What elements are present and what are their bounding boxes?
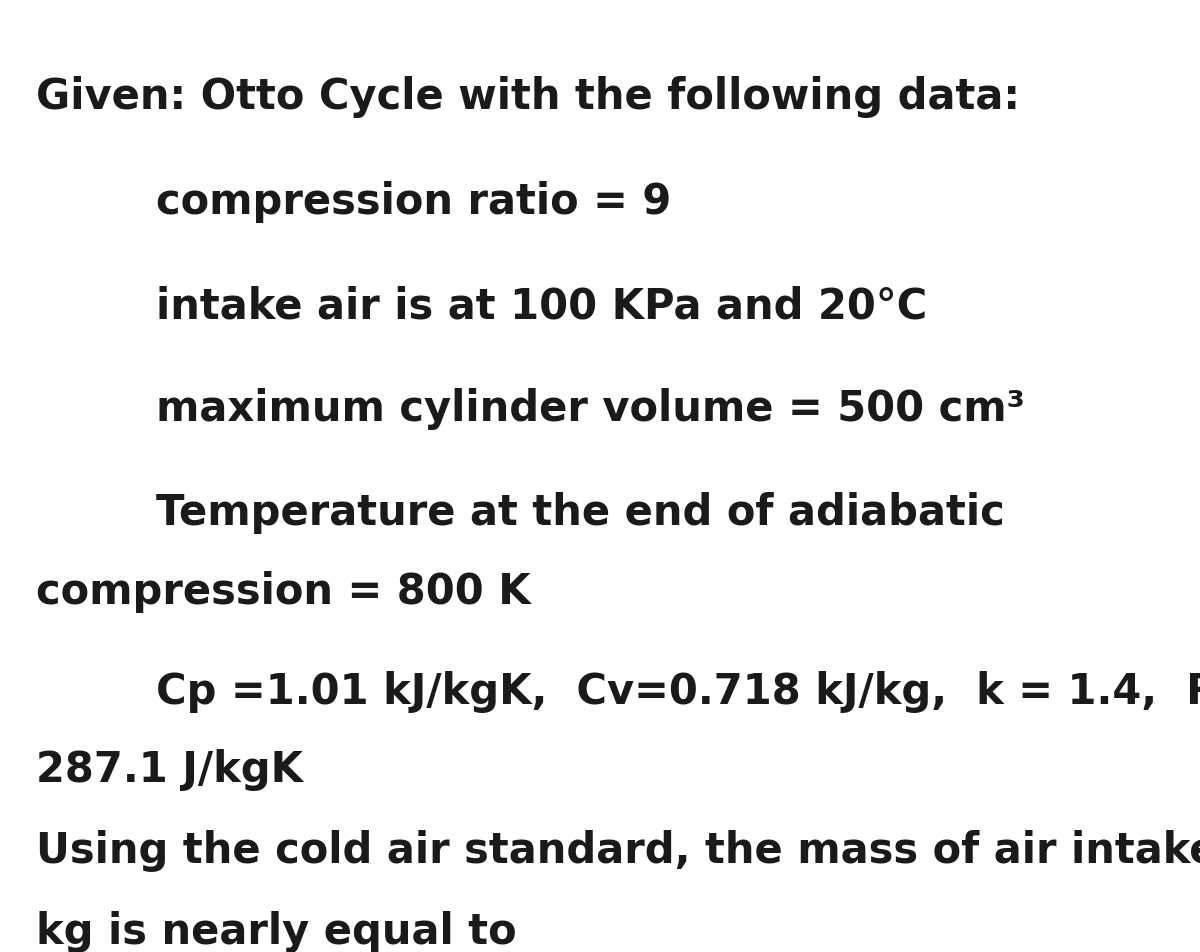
Text: compression = 800 K: compression = 800 K [36, 571, 530, 613]
Text: Given: Otto Cycle with the following data:: Given: Otto Cycle with the following dat… [36, 76, 1020, 118]
Text: intake air is at 100 KPa and 20°C: intake air is at 100 KPa and 20°C [156, 286, 928, 327]
Text: maximum cylinder volume = 500 cm³: maximum cylinder volume = 500 cm³ [156, 388, 1025, 430]
Text: 287.1 J/kgK: 287.1 J/kgK [36, 749, 302, 791]
Text: kg is nearly equal to: kg is nearly equal to [36, 911, 517, 952]
Text: Cp =1.01 kJ/kgK,  Cv=0.718 kJ/kg,  k = 1.4,  R =: Cp =1.01 kJ/kgK, Cv=0.718 kJ/kg, k = 1.4… [156, 671, 1200, 713]
Text: Temperature at the end of adiabatic: Temperature at the end of adiabatic [156, 492, 1004, 534]
Text: compression ratio = 9: compression ratio = 9 [156, 181, 671, 223]
Text: Using the cold air standard, the mass of air intake in: Using the cold air standard, the mass of… [36, 830, 1200, 872]
